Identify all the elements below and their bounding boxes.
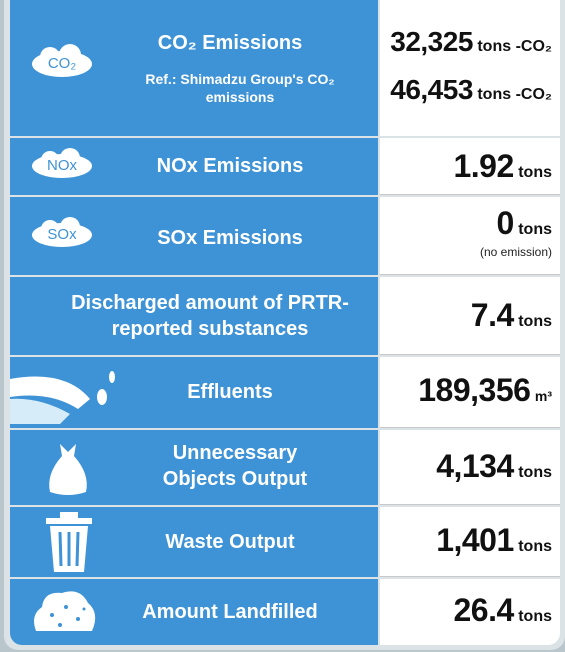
row-value: 1,401 tons	[380, 507, 560, 577]
row-value: 4,134 tons	[380, 430, 560, 505]
sub-value: 46,453	[390, 74, 473, 105]
unit: tons	[518, 608, 552, 625]
row-label: CO₂ Emissions	[157, 32, 303, 54]
icon-label: SOx	[47, 226, 77, 243]
value: 0	[496, 205, 514, 241]
row-value: 1.92 tons	[380, 138, 560, 195]
row-co2: CO₂ CO₂ Emissions Ref.: Shimadzu Group's…	[10, 0, 378, 136]
row-landfilled: Amount Landfilled	[10, 579, 378, 645]
value: 189,356	[418, 372, 531, 408]
unit: tons	[518, 538, 552, 555]
unit: tons -CO₂	[477, 38, 552, 55]
row-value: 189,356 m³	[380, 357, 560, 428]
note: (no emission)	[479, 245, 552, 259]
cloud-icon: SOx	[32, 217, 92, 247]
row-value: 0 tons (no emission)	[380, 197, 560, 275]
row-co2-value: 32,325 tons -CO₂ 46,453 tons -CO₂	[380, 0, 560, 136]
icon-label: CO₂	[48, 55, 77, 72]
row-label: Amount Landfilled	[142, 601, 318, 623]
value: 26.4	[453, 592, 514, 628]
row-label: Discharged amount of PRTR-reported subst…	[71, 292, 349, 340]
trash-icon	[46, 512, 92, 572]
cloud-icon: NOx	[32, 148, 92, 178]
row-unnecessary: Unnecessary Objects Output	[10, 430, 378, 505]
value: 1.92	[453, 148, 514, 184]
row-label: Waste Output	[165, 531, 295, 553]
row-effluents: Effluents	[10, 357, 378, 428]
row-label: NOx Emissions	[156, 155, 304, 177]
row-label: SOx Emissions	[157, 227, 303, 249]
value: 1,401	[436, 522, 514, 558]
value: 4,134	[436, 448, 514, 484]
unit: tons	[518, 164, 552, 181]
row-sox: SOx SOx Emissions	[10, 197, 378, 275]
row-value: 7.4 tons	[380, 277, 560, 355]
unit: tons	[518, 464, 552, 481]
row-label: Unnecessary Objects Output	[162, 442, 308, 490]
row-value: 26.4 tons	[380, 579, 560, 645]
sub-unit: tons -CO₂	[477, 86, 552, 103]
row-label: Effluents	[187, 381, 273, 403]
value: 7.4	[470, 297, 514, 333]
cloud-icon: CO₂	[32, 44, 92, 77]
row-prtr: Discharged amount of PRTR-reported subst…	[10, 277, 378, 355]
row-waste: Waste Output	[10, 507, 378, 577]
unit: tons	[518, 313, 552, 330]
water-icon	[10, 371, 115, 424]
icon-label: NOx	[47, 157, 78, 174]
unit: tons	[518, 221, 552, 238]
unit: m³	[534, 388, 552, 404]
bag-icon	[49, 444, 87, 495]
value: 32,325	[390, 26, 473, 57]
landfill-icon	[34, 591, 96, 631]
row-sub-label: Ref.: Shimadzu Group's CO₂ emissions	[145, 71, 335, 105]
row-nox: NOx NOx Emissions	[10, 138, 378, 195]
